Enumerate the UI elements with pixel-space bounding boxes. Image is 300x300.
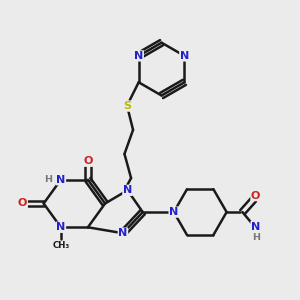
Text: N: N [180,51,189,61]
Text: CH₃: CH₃ [52,241,70,250]
Text: N: N [251,222,260,232]
Text: N: N [118,228,128,238]
Text: N: N [56,175,65,185]
Text: N: N [169,207,178,217]
Text: O: O [251,190,260,201]
Text: H: H [252,233,260,242]
Text: N: N [123,185,132,195]
Text: N: N [134,51,143,61]
Text: O: O [83,156,93,166]
Text: S: S [123,101,131,111]
Text: H: H [44,175,52,184]
Text: O: O [18,199,27,208]
Text: N: N [56,222,65,232]
